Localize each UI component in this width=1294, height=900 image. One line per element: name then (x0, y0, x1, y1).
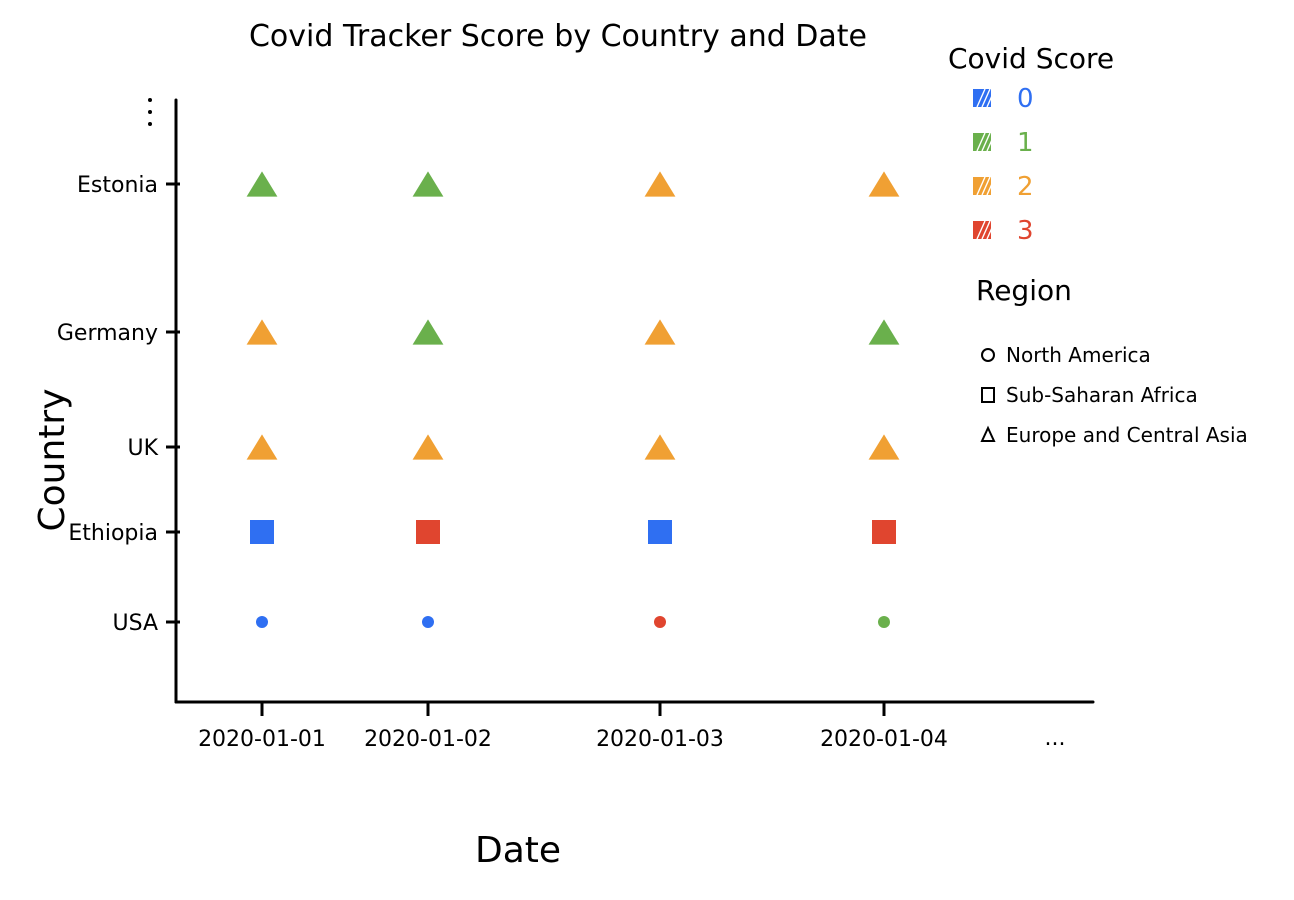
score-legend-swatch (973, 133, 991, 151)
y-axis-title: Country (32, 388, 73, 531)
data-point (412, 171, 444, 197)
region-legend-symbol (980, 425, 996, 442)
data-point (868, 171, 900, 197)
data-point (868, 434, 900, 460)
x-tick-label: 2020-01-01 (198, 727, 326, 752)
y-axis-ticks: USA Ethiopia UK Germany Estonia (57, 173, 180, 636)
data-point (648, 520, 672, 544)
swatch-hatch (986, 220, 996, 240)
data-point (654, 616, 666, 628)
data-point (246, 319, 278, 345)
y-tick-label: Estonia (77, 173, 158, 198)
score-legend-swatch (973, 177, 991, 195)
region-legend-item: Sub-Saharan Africa (981, 383, 1198, 407)
data-point (256, 616, 268, 628)
x-axis-title: Date (475, 830, 561, 871)
y-tick-label: Germany (57, 321, 158, 346)
score-legend-label: 3 (1017, 216, 1034, 246)
score-legend-title: Covid Score (948, 42, 1114, 75)
data-point (422, 616, 434, 628)
region-legend-item: Europe and Central Asia (980, 423, 1248, 447)
x-tick-label: 2020-01-04 (820, 727, 948, 752)
data-point (412, 434, 444, 460)
score-legend-label: 1 (1017, 128, 1034, 158)
y-tick-label: UK (127, 436, 158, 461)
swatch-hatch (976, 176, 986, 196)
score-legend-label: 0 (1017, 84, 1034, 114)
data-point (644, 171, 676, 197)
region-legend-label: Europe and Central Asia (1006, 423, 1248, 447)
swatch-hatch (986, 132, 996, 152)
continuation-dot (148, 98, 152, 102)
score-legend-swatch (973, 221, 991, 239)
data-point (246, 434, 278, 460)
y-tick-label: USA (112, 611, 158, 636)
x-tick-label: 2020-01-02 (364, 727, 492, 752)
score-legend-item: 3 (973, 216, 1034, 246)
score-legend-item: 0 (973, 84, 1034, 114)
swatch-hatch (986, 88, 996, 108)
data-point (644, 319, 676, 345)
data-point (872, 520, 896, 544)
swatch-hatch (976, 132, 986, 152)
score-legend: 0 1 2 3 (973, 84, 1034, 246)
swatch-hatch (981, 132, 991, 152)
region-legend-item: North America (981, 343, 1151, 367)
swatch-hatch (981, 176, 991, 196)
data-point (250, 520, 274, 544)
continuation-dot (148, 122, 152, 126)
region-legend-label: North America (1006, 343, 1151, 367)
region-legend: North America Sub-Saharan Africa Europe an… (980, 343, 1248, 447)
swatch-hatch (981, 88, 991, 108)
swatch-hatch (981, 220, 991, 240)
x-tick-label: 2020-01-03 (596, 727, 724, 752)
data-point (644, 434, 676, 460)
swatch-hatch (986, 176, 996, 196)
region-legend-symbol (981, 387, 995, 403)
x-axis-ticks: 2020-01-01 2020-01-02 2020-01-03 2020-01-04 (198, 702, 948, 752)
region-legend-label: Sub-Saharan Africa (1006, 383, 1198, 407)
score-legend-item: 1 (973, 128, 1034, 158)
axes (174, 98, 1095, 704)
score-legend-item: 2 (973, 172, 1034, 202)
data-points (246, 171, 900, 628)
swatch-hatch (976, 88, 986, 108)
chart-title: Covid Tracker Score by Country and Date (249, 19, 867, 54)
data-point (246, 171, 278, 197)
swatch-hatch (976, 220, 986, 240)
data-point (878, 616, 890, 628)
region-legend-symbol (981, 348, 995, 362)
y-axis-continuation (148, 98, 152, 126)
data-point (868, 319, 900, 345)
continuation-dot (148, 110, 152, 114)
y-tick-label: Ethiopia (68, 521, 158, 546)
score-legend-swatch (973, 89, 991, 107)
score-legend-label: 2 (1017, 172, 1034, 202)
data-point (416, 520, 440, 544)
x-axis-continuation: ... (1045, 726, 1066, 751)
data-point (412, 319, 444, 345)
region-legend-title: Region (976, 274, 1072, 307)
